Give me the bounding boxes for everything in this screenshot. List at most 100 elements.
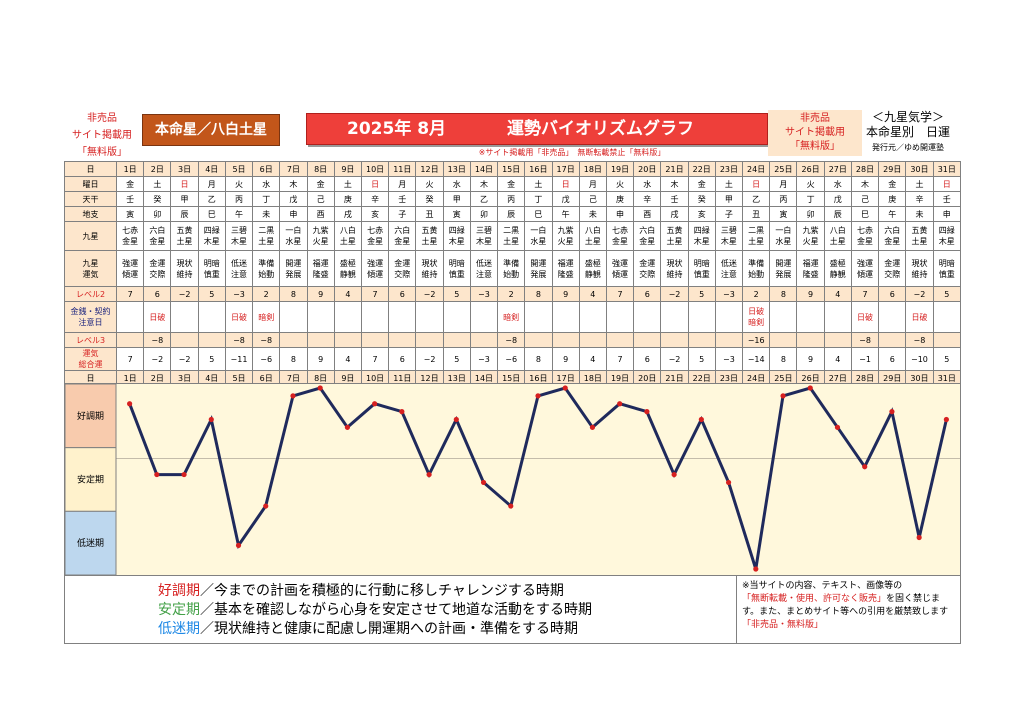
table-cell: 己 [578, 191, 607, 207]
row-label-text: 日 [86, 164, 95, 174]
cell-value: 21日 [665, 373, 684, 383]
cell-value: 9 [563, 354, 569, 364]
cell-value: 4日 [205, 373, 219, 383]
cell-value: 6 [889, 289, 895, 299]
table-cell: 19日 [605, 161, 635, 177]
table-cell [388, 332, 417, 348]
table-cell: −2 [170, 286, 199, 302]
table-cell: 六白 金星 [388, 221, 417, 251]
table-cell [878, 332, 907, 348]
data-point [399, 409, 405, 415]
cell-value: 6日 [259, 164, 273, 174]
table-cell [415, 301, 444, 333]
cell-value: 5 [209, 354, 215, 364]
cell-value: 強運 [122, 258, 139, 268]
cell-value: 水 [262, 179, 271, 189]
table-cell: 6 [633, 286, 662, 302]
table-cell: 水 [823, 176, 852, 192]
cell-value: −16 [747, 335, 765, 345]
table-cell: 4 [823, 347, 852, 371]
table-cell: 四緑 木星 [442, 221, 471, 251]
cell-value: 火 [616, 179, 625, 189]
table-cell: 寅 [769, 206, 798, 222]
table-cell: 強運 傾運 [605, 250, 635, 287]
cell-value: 金星 [367, 237, 384, 246]
table-cell: 7 [115, 347, 145, 371]
table-cell: 9日 [333, 161, 362, 177]
table-cell: 七赤 金星 [115, 221, 145, 251]
fortune-table: 日 1日 2日 3日 4日 5日 6日 7日 8日 9日 10日 11日 12日 13日 14日 15日 16日… [64, 161, 962, 386]
table-cell: 壬 [660, 191, 689, 207]
table-cell: 亥 [360, 206, 390, 222]
page-title: 運勢バイオリズムグラフ [507, 119, 694, 139]
cell-value: 六白 [639, 226, 656, 235]
table-cell [633, 301, 662, 333]
cell-value: 6日 [259, 373, 273, 383]
data-point [562, 385, 568, 391]
table-cell: 未 [252, 206, 281, 222]
row-label: 九星 [64, 221, 117, 251]
cell-value: 27日 [828, 373, 847, 383]
table-cell: 丑 [415, 206, 444, 222]
band-label: 安定期 [77, 474, 104, 486]
cell-value: 辰 [833, 209, 842, 219]
table-cell: 九紫 火星 [796, 221, 825, 251]
cell-value: 四緑 [938, 226, 955, 235]
cell-value: 8 [290, 289, 296, 299]
table-cell: 月 [388, 176, 417, 192]
table-row: 天干 壬 癸 甲 乙 丙 丁 戊 己 庚 辛 壬 癸 甲 乙 丙 丁 戊 己 庚 辛 壬 癸 甲 乙 丙 丁 戊 己 庚 辛 壬 [64, 191, 962, 207]
table-cell: −8 [497, 332, 526, 348]
table-cell: 二黒 土星 [742, 221, 771, 251]
table-cell: −2 [415, 347, 444, 371]
table-cell: 卯 [796, 206, 825, 222]
cell-value: 2 [263, 289, 269, 299]
cell-value: 16日 [529, 164, 548, 174]
table-cell: 戊 [279, 191, 308, 207]
table-cell: 丙 [497, 191, 526, 207]
row-label: 天干 [64, 191, 117, 207]
cell-value: 五黄 [911, 226, 928, 235]
cell-value: 9 [563, 289, 569, 299]
cell-value: 金星 [612, 237, 629, 246]
cell-value: 丙 [234, 194, 243, 204]
cell-value: −2 [178, 354, 191, 364]
cell-value: 4 [835, 354, 841, 364]
table-cell [714, 301, 744, 333]
table-cell: 金 [115, 176, 145, 192]
cell-value: 土星 [666, 237, 683, 246]
table-cell: −3 [714, 286, 744, 302]
row-label-text: 九星 [82, 258, 99, 268]
table-cell: 卯 [143, 206, 172, 222]
cell-value: 9 [318, 289, 324, 299]
table-row: レベル2 7 6 −2 5 −3 2 8 9 4 7 6 −2 5 −3 2 8 9 4 7 6 −2 5 −3 2 8 9 4 7 6 −… [64, 286, 962, 302]
cell-value: 暗剣 [503, 312, 520, 322]
cell-value: −10 [911, 354, 928, 364]
cell-value: 月 [207, 179, 216, 189]
cell-value: 13日 [447, 373, 466, 383]
table-cell: 壬 [388, 191, 417, 207]
table-cell: 6 [878, 347, 907, 371]
table-cell: 7 [850, 286, 880, 302]
cell-value: 土星 [584, 237, 601, 246]
cell-value: 7 [617, 289, 623, 299]
table-cell [578, 332, 607, 348]
table-cell: 現状 維持 [170, 250, 199, 287]
cell-value: 子 [724, 209, 733, 219]
cell-value: 6 [399, 289, 405, 299]
cell-value: 17日 [556, 164, 575, 174]
cell-value: 24日 [747, 164, 766, 174]
data-point [535, 393, 541, 399]
cell-value: 水星 [530, 237, 547, 246]
data-point [807, 385, 813, 391]
table-cell: 甲 [714, 191, 744, 207]
table-cell: 辛 [633, 191, 662, 207]
row-label-text: 注意日 [78, 318, 103, 327]
table-cell: 5日 [224, 161, 254, 177]
table-cell: 四緑 木星 [687, 221, 716, 251]
table-cell: 9 [551, 286, 580, 302]
table-cell: 二黒 土星 [252, 221, 281, 251]
table-cell: 九紫 火星 [306, 221, 335, 251]
table-cell: 木 [850, 176, 880, 192]
cell-value: −3 [478, 354, 490, 364]
table-cell: 9 [796, 286, 825, 302]
